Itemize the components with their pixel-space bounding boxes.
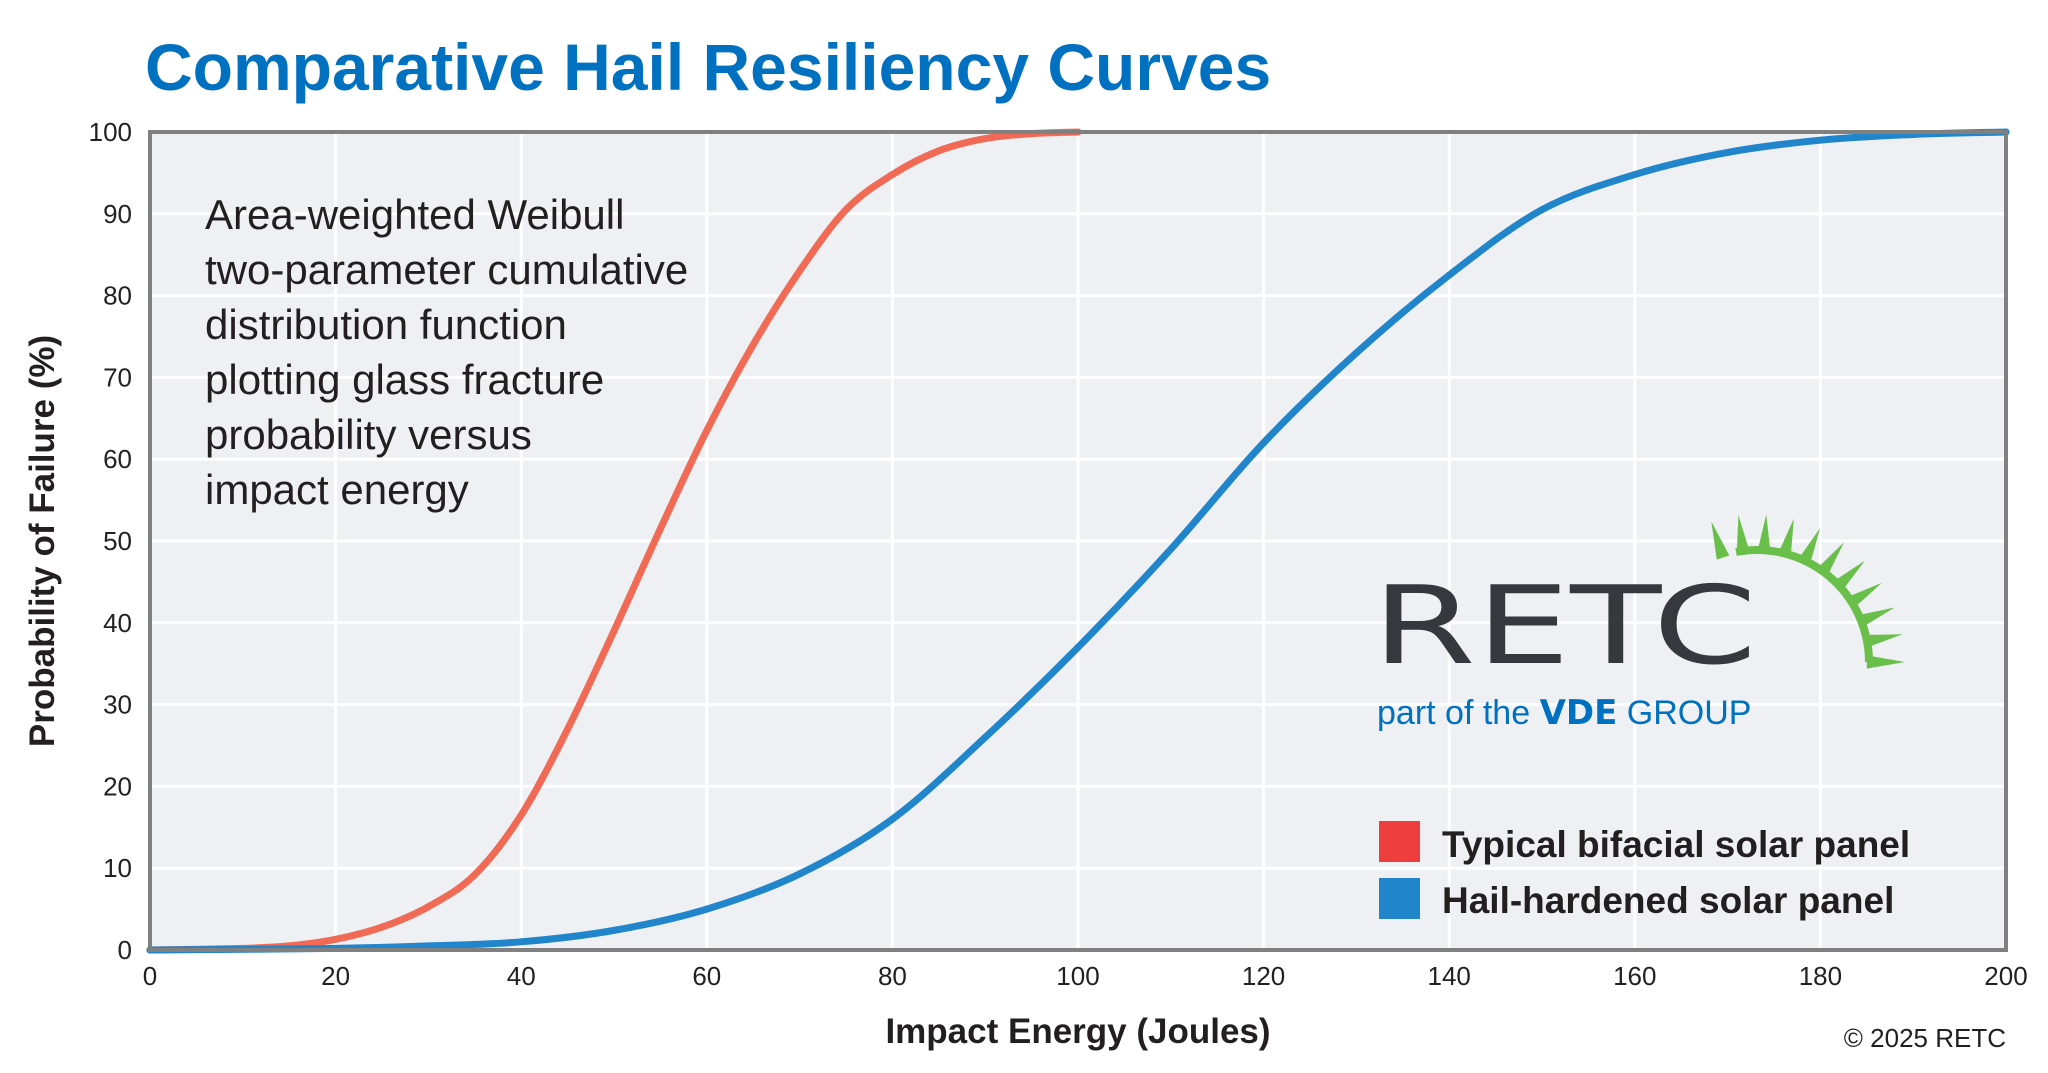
data-point-0 — [610, 627, 618, 635]
x-tick-label: 120 — [1242, 961, 1285, 991]
x-tick-label: 160 — [1613, 961, 1656, 991]
plot-border — [148, 130, 2008, 952]
data-point-1 — [610, 926, 618, 934]
data-point-0 — [842, 206, 850, 214]
y-tick-labels: 0 10 20 30 40 50 60 70 80 90 100 — [89, 117, 132, 965]
x-tick-label: 80 — [878, 961, 907, 991]
sun-ray — [1711, 521, 1730, 560]
data-point-1 — [1538, 206, 1546, 214]
y-axis-label: Probability of Failure (%) — [23, 335, 62, 747]
y-tick-label: 30 — [103, 690, 132, 720]
data-point-0 — [424, 903, 432, 911]
annotation-line: distribution function — [205, 301, 567, 348]
y-tick-label: 10 — [103, 853, 132, 883]
data-point-1 — [1631, 171, 1639, 179]
logo-tagline: part of the VDE GROUP — [1377, 693, 1751, 733]
retc-logo: RETC part of the VDE GROUP — [1372, 514, 1905, 733]
x-tick-label: 180 — [1799, 961, 1842, 991]
sun-ray — [1846, 582, 1882, 609]
data-point-0 — [656, 525, 664, 533]
data-point-0 — [981, 135, 989, 143]
annotation-line: two-parameter cumulative — [205, 246, 688, 293]
series-lines — [146, 128, 2010, 954]
data-point-0 — [749, 341, 757, 349]
data-point-1 — [1816, 136, 1824, 144]
annotation-line: Area-weighted Weibull — [205, 191, 624, 238]
y-tick-label: 20 — [103, 771, 132, 801]
data-point-0 — [935, 147, 943, 155]
sun-ray — [1863, 634, 1903, 648]
copyright: © 2025 RETC — [1844, 1023, 2006, 1053]
y-tick-label: 90 — [103, 199, 132, 229]
annotation-text: Area-weighted Weibull two-parameter cumul… — [205, 191, 688, 513]
x-tick-labels: 0 20 40 60 80 100 120 140 160 180 200 — [143, 961, 2028, 991]
data-point-1 — [1445, 271, 1453, 279]
y-tick-label: 80 — [103, 281, 132, 311]
sun-ray — [1757, 514, 1771, 553]
legend-swatch-hail-hardened — [1379, 878, 1420, 919]
data-point-0 — [888, 171, 896, 179]
data-point-1 — [1352, 349, 1360, 357]
legend-label-hail-hardened: Hail-hardened solar panel — [1442, 880, 1894, 921]
x-tick-label: 40 — [507, 961, 536, 991]
sun-ray — [1797, 528, 1821, 566]
sun-ray — [1856, 607, 1895, 628]
y-tick-label: 50 — [103, 526, 132, 556]
data-point-1 — [703, 905, 711, 913]
logo-wordmark: RETC — [1372, 564, 1757, 689]
y-tick-label: 60 — [103, 444, 132, 474]
data-point-0 — [517, 811, 525, 819]
y-tick-label: 0 — [118, 935, 132, 965]
data-point-1 — [1167, 545, 1175, 553]
data-point-0 — [471, 871, 479, 879]
data-point-0 — [796, 267, 804, 275]
x-tick-label: 60 — [692, 961, 721, 991]
x-tick-label: 20 — [321, 961, 350, 991]
data-point-1 — [981, 733, 989, 741]
legend: Typical bifacial solar panel Hail-harden… — [1379, 821, 1910, 921]
sun-ray — [1832, 560, 1865, 592]
data-point-1 — [424, 942, 432, 950]
sun-logo-icon — [1711, 514, 1905, 669]
legend-label-bifacial: Typical bifacial solar panel — [1442, 824, 1910, 865]
sun-ray — [1866, 655, 1905, 669]
data-point-1 — [888, 815, 896, 823]
series-line-0 — [146, 128, 1082, 954]
annotation-line: impact energy — [205, 466, 469, 513]
data-point-1 — [517, 938, 525, 946]
data-point-0 — [378, 923, 386, 931]
data-point-1 — [796, 870, 804, 878]
sun-ray — [1816, 542, 1844, 578]
data-point-1 — [1260, 439, 1268, 447]
y-tick-label: 40 — [103, 608, 132, 638]
data-point-0 — [703, 427, 711, 435]
y-tick-label: 70 — [103, 362, 132, 392]
x-axis-label: Impact Energy (Joules) — [885, 1012, 1270, 1051]
x-tick-label: 100 — [1056, 961, 1099, 991]
chart-title: Comparative Hail Resiliency Curves — [145, 30, 1271, 104]
data-point-1 — [1074, 643, 1082, 651]
annotation-line: probability versus — [205, 411, 532, 458]
sun-ray — [1736, 515, 1750, 554]
x-tick-label: 200 — [1984, 961, 2027, 991]
sun-ray — [1777, 518, 1794, 558]
x-tick-label: 140 — [1428, 961, 1471, 991]
data-point-0 — [564, 725, 572, 733]
x-tick-label: 0 — [143, 961, 157, 991]
data-point-0 — [332, 935, 340, 943]
annotation-line: plotting glass fracture — [205, 356, 604, 403]
data-point-1 — [1724, 148, 1732, 156]
y-tick-label: 100 — [89, 117, 132, 147]
legend-swatch-bifacial — [1379, 821, 1420, 862]
